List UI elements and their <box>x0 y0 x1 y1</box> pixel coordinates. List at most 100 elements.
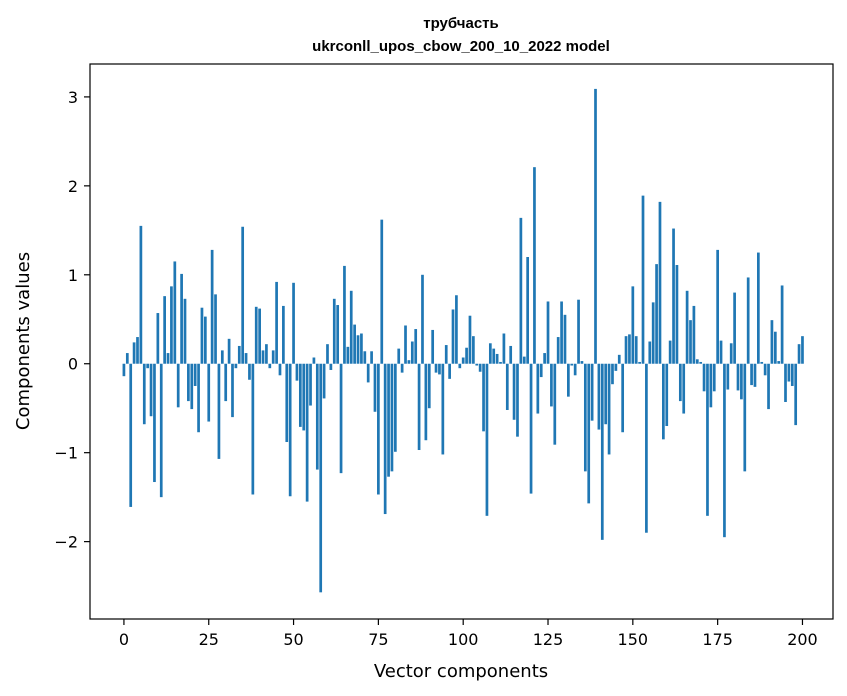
bar <box>125 353 129 364</box>
bar <box>122 363 126 377</box>
bar <box>533 167 536 364</box>
bar <box>519 217 523 364</box>
bar <box>265 344 268 364</box>
bar <box>241 226 245 364</box>
bar <box>784 363 787 402</box>
bar <box>448 363 451 379</box>
bar <box>261 350 265 364</box>
bar <box>312 357 316 364</box>
bar <box>577 299 580 364</box>
bar-series <box>122 88 804 593</box>
bar <box>363 351 367 364</box>
bar <box>278 363 282 376</box>
bar <box>193 363 197 386</box>
bar <box>336 305 340 364</box>
bar <box>729 343 733 364</box>
bar <box>197 363 200 433</box>
bar <box>329 363 333 370</box>
bar <box>346 346 350 364</box>
bar <box>794 363 798 426</box>
x-axis-ticks: 0 25 50 75 100 125 150 175 200 <box>119 619 818 649</box>
chart-subtitle: ukrconll_upos_cbow_200_10_2022 model <box>312 38 610 55</box>
bar <box>231 363 234 418</box>
bar <box>736 363 740 391</box>
bar <box>580 361 584 364</box>
bar <box>689 320 692 364</box>
bar <box>777 361 781 364</box>
bar <box>387 363 390 477</box>
bar <box>417 363 421 451</box>
bar <box>139 225 143 364</box>
bar <box>553 363 557 445</box>
bar <box>451 309 455 364</box>
bar <box>773 331 777 364</box>
bar <box>604 363 608 425</box>
bar <box>393 363 397 452</box>
bar <box>244 353 248 364</box>
bar <box>645 363 648 533</box>
bar <box>322 363 326 399</box>
bar <box>590 363 594 421</box>
bar <box>132 342 136 364</box>
bar <box>655 264 658 364</box>
bar <box>692 305 696 364</box>
bar <box>563 314 567 364</box>
bar <box>658 201 662 364</box>
bar <box>651 302 655 364</box>
bar <box>407 360 411 364</box>
bar <box>801 336 804 364</box>
bar <box>648 341 652 364</box>
x-tick-label: 75 <box>368 630 388 649</box>
bar <box>315 363 319 470</box>
bar <box>468 315 472 364</box>
bar <box>499 361 502 364</box>
bar <box>461 357 465 364</box>
bar <box>594 88 597 364</box>
bar <box>662 363 665 440</box>
y-tick-label: −2 <box>54 533 78 552</box>
bar <box>522 356 526 364</box>
bar <box>465 347 468 364</box>
y-tick-label: 2 <box>68 177 78 196</box>
bar <box>682 363 686 414</box>
bar <box>190 363 194 410</box>
bar <box>770 320 774 364</box>
bar <box>305 363 309 502</box>
bar <box>543 353 546 364</box>
bar <box>512 363 516 420</box>
y-tick-label: 1 <box>68 266 78 285</box>
bar <box>638 361 641 364</box>
bar <box>702 363 706 392</box>
bar <box>295 363 299 381</box>
bar <box>757 252 760 364</box>
bar <box>383 363 387 515</box>
bar <box>370 351 373 364</box>
plot-frame <box>89 63 834 620</box>
bar <box>634 336 638 364</box>
bar <box>268 363 272 369</box>
bar <box>163 296 166 364</box>
bar <box>153 363 156 483</box>
bar <box>332 298 336 364</box>
bar <box>349 290 353 364</box>
x-tick-label: 25 <box>199 630 219 649</box>
bar <box>743 363 747 472</box>
bar <box>373 363 377 412</box>
bar <box>550 363 553 407</box>
bar <box>431 329 435 364</box>
bar <box>176 363 180 408</box>
bar <box>258 308 261 364</box>
y-tick-label: −1 <box>54 444 78 463</box>
bar <box>309 363 312 406</box>
bar <box>699 361 703 364</box>
bar <box>285 363 289 443</box>
bar <box>326 344 329 364</box>
bar <box>292 282 295 364</box>
bar <box>726 363 730 390</box>
bar <box>444 345 448 364</box>
y-axis-ticks: −2 −1 0 1 2 3 <box>54 88 90 552</box>
bar <box>254 306 258 364</box>
y-axis-label: Components values <box>13 252 34 430</box>
bar <box>180 273 183 364</box>
x-tick-label: 0 <box>119 630 129 649</box>
